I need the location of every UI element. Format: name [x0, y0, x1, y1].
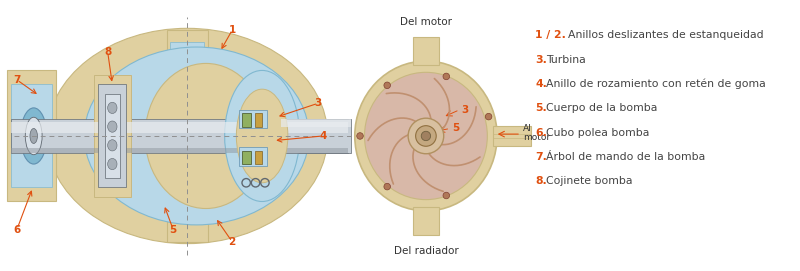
Ellipse shape	[108, 159, 117, 170]
Ellipse shape	[443, 192, 450, 199]
Ellipse shape	[443, 73, 450, 80]
FancyBboxPatch shape	[413, 207, 439, 235]
FancyBboxPatch shape	[413, 37, 439, 65]
Ellipse shape	[486, 113, 492, 120]
FancyBboxPatch shape	[494, 126, 530, 146]
Text: 1: 1	[229, 25, 236, 35]
Text: 3: 3	[314, 98, 322, 108]
Ellipse shape	[108, 121, 117, 132]
Text: 4: 4	[319, 131, 326, 141]
Ellipse shape	[416, 126, 436, 146]
FancyBboxPatch shape	[242, 112, 251, 127]
FancyBboxPatch shape	[11, 122, 348, 133]
FancyBboxPatch shape	[166, 215, 208, 242]
FancyBboxPatch shape	[11, 85, 53, 188]
Text: Del motor: Del motor	[400, 17, 452, 27]
Text: 7.: 7.	[535, 152, 547, 162]
FancyBboxPatch shape	[105, 94, 120, 178]
Ellipse shape	[354, 61, 497, 211]
FancyBboxPatch shape	[238, 110, 266, 128]
Text: 8.: 8.	[535, 176, 547, 186]
Ellipse shape	[408, 118, 444, 154]
Ellipse shape	[384, 82, 390, 89]
Text: 6: 6	[14, 225, 21, 235]
Ellipse shape	[365, 72, 487, 200]
Ellipse shape	[26, 117, 42, 155]
Ellipse shape	[357, 133, 363, 139]
Text: 7: 7	[13, 75, 21, 85]
Ellipse shape	[384, 183, 390, 190]
Text: 4.: 4.	[535, 79, 547, 89]
FancyBboxPatch shape	[170, 42, 204, 54]
FancyBboxPatch shape	[98, 85, 126, 188]
Ellipse shape	[30, 128, 38, 143]
FancyBboxPatch shape	[254, 151, 262, 164]
Ellipse shape	[422, 131, 430, 141]
FancyBboxPatch shape	[166, 30, 208, 56]
Ellipse shape	[145, 63, 266, 208]
Ellipse shape	[21, 108, 47, 164]
Text: 3: 3	[462, 105, 469, 115]
Ellipse shape	[236, 89, 288, 183]
Text: 6.: 6.	[535, 128, 547, 138]
FancyBboxPatch shape	[11, 119, 348, 153]
Text: Anillos deslizantes de estanqueidad: Anillos deslizantes de estanqueidad	[568, 30, 764, 40]
Text: Cubo polea bomba: Cubo polea bomba	[546, 128, 650, 138]
Ellipse shape	[225, 70, 299, 202]
FancyBboxPatch shape	[94, 75, 131, 197]
FancyBboxPatch shape	[254, 112, 262, 127]
FancyBboxPatch shape	[7, 70, 56, 202]
Text: Al: Al	[523, 124, 532, 133]
Ellipse shape	[108, 102, 117, 114]
Text: 5: 5	[170, 225, 177, 235]
Text: Cojinete bomba: Cojinete bomba	[546, 176, 633, 186]
Text: 2: 2	[229, 237, 236, 247]
FancyBboxPatch shape	[242, 151, 251, 164]
Text: Turbina: Turbina	[546, 54, 586, 64]
Text: motor: motor	[523, 133, 550, 142]
Text: 3.: 3.	[535, 54, 547, 64]
Text: Cuerpo de la bomba: Cuerpo de la bomba	[546, 103, 658, 113]
FancyBboxPatch shape	[238, 147, 266, 166]
Text: Árbol de mando de la bomba: Árbol de mando de la bomba	[546, 152, 706, 162]
Text: 8: 8	[104, 47, 111, 57]
Text: 5.: 5.	[535, 103, 547, 113]
Ellipse shape	[108, 140, 117, 151]
Text: 5: 5	[452, 124, 459, 134]
FancyBboxPatch shape	[11, 148, 348, 153]
FancyBboxPatch shape	[281, 119, 351, 127]
Ellipse shape	[84, 47, 309, 225]
Ellipse shape	[47, 28, 328, 244]
FancyBboxPatch shape	[281, 119, 351, 153]
Text: 1 / 2.: 1 / 2.	[535, 30, 566, 40]
Text: Del radiador: Del radiador	[394, 246, 458, 256]
Text: Anillo de rozamiento con retén de goma: Anillo de rozamiento con retén de goma	[546, 79, 766, 89]
